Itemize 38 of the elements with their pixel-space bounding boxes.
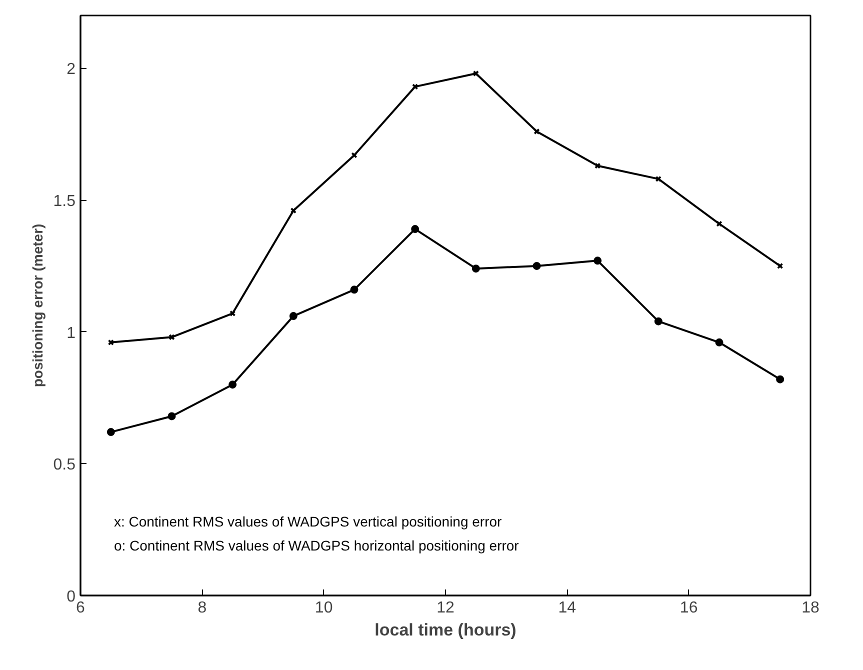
x-tick-label: 14 bbox=[558, 600, 576, 616]
point bbox=[412, 84, 418, 90]
y-tick-label: 1 bbox=[66, 324, 76, 342]
point bbox=[289, 312, 298, 320]
point bbox=[594, 162, 601, 169]
point bbox=[228, 380, 237, 389]
point bbox=[716, 220, 722, 227]
point bbox=[654, 317, 662, 326]
x-tick-label: 12 bbox=[436, 600, 454, 616]
point bbox=[472, 264, 480, 273]
point bbox=[168, 334, 175, 340]
point bbox=[411, 225, 420, 234]
point bbox=[290, 207, 297, 214]
point bbox=[106, 428, 115, 436]
point bbox=[594, 256, 602, 265]
point bbox=[534, 128, 540, 135]
point bbox=[776, 375, 784, 384]
annotation: o: Continent RMS values of WADGPS horizontal positioning error bbox=[114, 537, 520, 554]
y-tick-label: 1.5 bbox=[53, 193, 76, 210]
annotation: x: Continent RMS values of WADGPS vertical positioning error bbox=[114, 514, 502, 530]
point bbox=[472, 70, 480, 77]
x-tick-label: 18 bbox=[802, 600, 820, 616]
point bbox=[655, 176, 662, 182]
x-axis-title: local time (hours) bbox=[374, 620, 516, 640]
point bbox=[351, 152, 358, 158]
point bbox=[168, 412, 176, 420]
y-tick-label: 2 bbox=[66, 61, 76, 78]
point bbox=[350, 286, 358, 294]
y-axis-title: positioning error (meter) bbox=[29, 224, 46, 388]
y-tick-label: 0 bbox=[66, 588, 76, 606]
x-tick-label: 16 bbox=[680, 600, 698, 616]
point bbox=[532, 262, 541, 270]
x-tick-label: 8 bbox=[198, 600, 207, 616]
x-tick-label: 10 bbox=[314, 600, 333, 616]
point bbox=[715, 338, 724, 346]
x-tick-label: 6 bbox=[76, 600, 86, 616]
y-tick-label: 0.5 bbox=[53, 456, 76, 474]
point bbox=[229, 310, 236, 317]
